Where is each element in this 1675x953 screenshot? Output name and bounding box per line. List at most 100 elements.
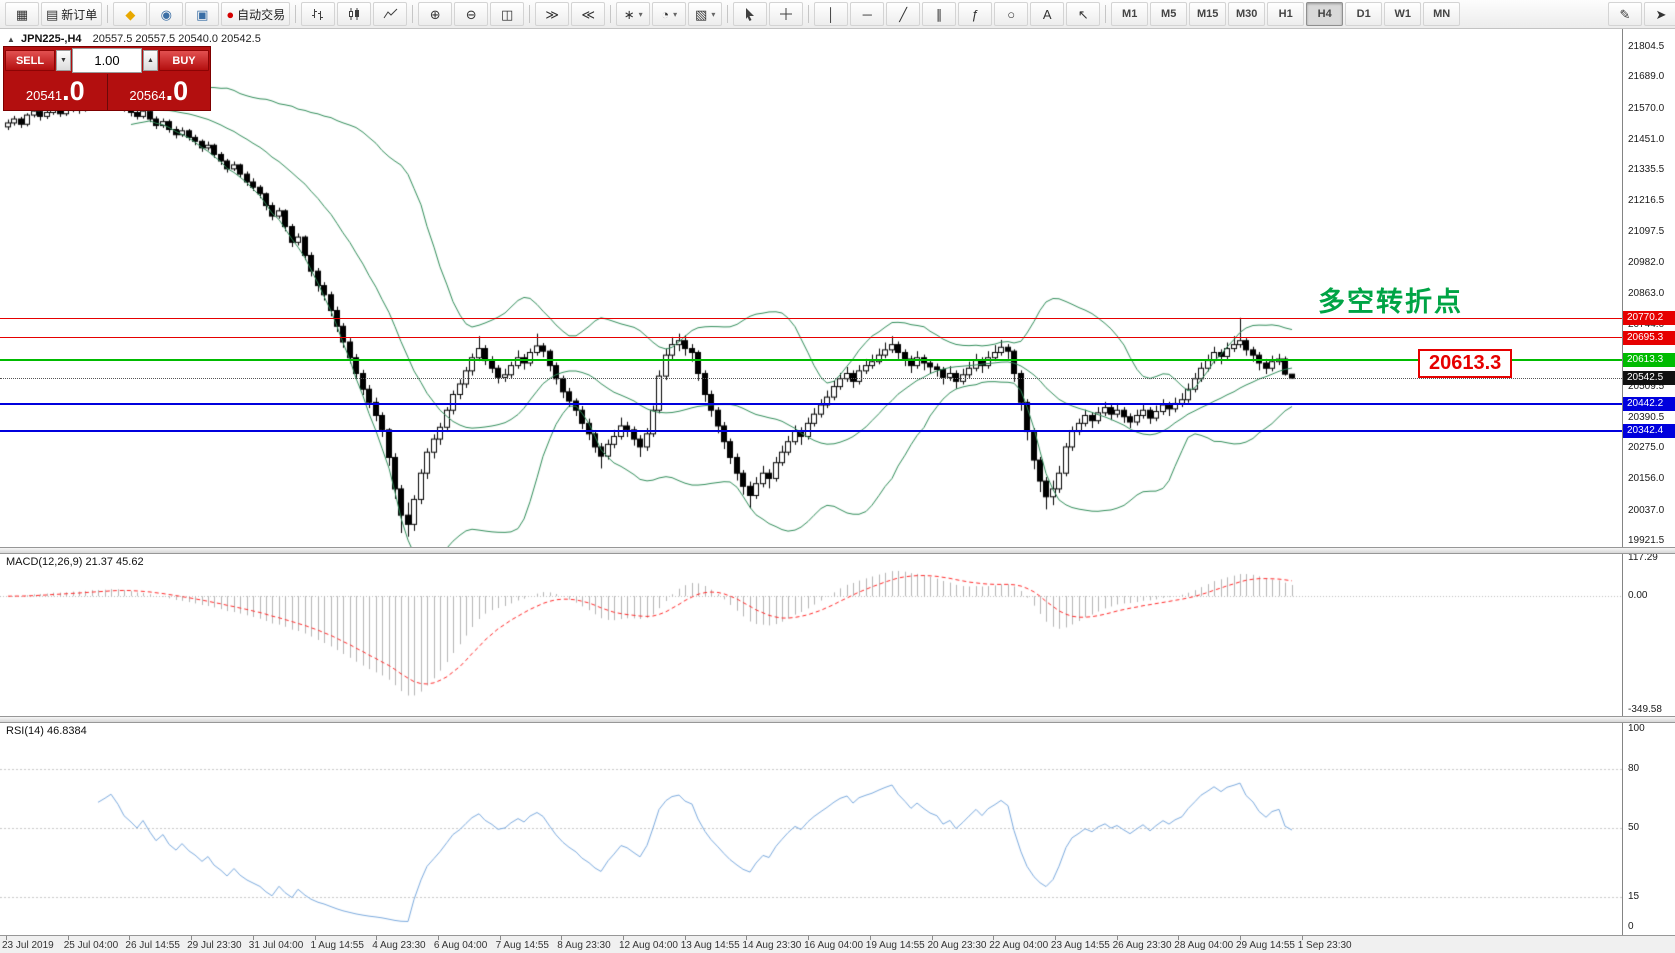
time-axis-tick bbox=[67, 936, 69, 940]
text-button[interactable]: A bbox=[1030, 2, 1065, 26]
main-toolbar: ▦ ▤ 新订单 ◆ ◉ ▣ ● 自动交易 ⊕ ⊖ ◫ ≫ ≪ ∗ ▾ ◔ ▾ ▧ ▾ │ ─ ╱ ∥ ƒ ○ A ↖ M1 M5 M15 M… bbox=[0, 0, 1675, 29]
equidistant-channel-button[interactable]: ∥ bbox=[922, 2, 957, 26]
toolbar-right-group: ✎ ➤ bbox=[1607, 2, 1675, 26]
price-axis-label: 21335.5 bbox=[1628, 164, 1665, 176]
fibonacci-button[interactable]: ƒ bbox=[958, 2, 993, 26]
cursor-button[interactable] bbox=[733, 2, 768, 26]
timeframe-mn[interactable]: MN bbox=[1423, 2, 1461, 26]
timeframe-w1[interactable]: W1 bbox=[1384, 2, 1422, 26]
crosshair-button[interactable] bbox=[769, 2, 804, 26]
terminal-button[interactable]: ▣ bbox=[185, 2, 220, 26]
time-axis-label: 29 Aug 14:55 bbox=[1236, 940, 1295, 951]
timeframe-m30[interactable]: M30 bbox=[1228, 2, 1266, 26]
time-axis-tick bbox=[6, 936, 7, 940]
collapse-icon[interactable]: ▲ bbox=[7, 35, 15, 44]
buy-button[interactable]: BUY bbox=[159, 50, 209, 71]
bar-chart-button[interactable] bbox=[301, 2, 336, 26]
autotrading-button[interactable]: ● 自动交易 bbox=[221, 2, 291, 26]
timeframe-m15[interactable]: M15 bbox=[1189, 2, 1227, 26]
level-price-badge: 20613.3 bbox=[1623, 352, 1675, 367]
panel-divider[interactable] bbox=[0, 547, 1675, 554]
time-axis-tick bbox=[561, 936, 563, 940]
sell-button[interactable]: SELL bbox=[5, 50, 55, 71]
timeframe-m5[interactable]: M5 bbox=[1150, 2, 1188, 26]
new-chart-button[interactable]: ▦ bbox=[5, 2, 39, 26]
time-scale[interactable]: 23 Jul 2019 25 Jul 04:00 26 Jul 14:55 29 Ju… bbox=[0, 935, 1675, 953]
price-callout[interactable]: 20613.3 bbox=[1418, 349, 1513, 378]
timeframe-d1[interactable]: D1 bbox=[1345, 2, 1383, 26]
time-axis-label: 29 Jul 23:30 bbox=[187, 940, 242, 951]
auto-scroll-button[interactable]: ≫ bbox=[535, 2, 570, 26]
bar-chart-icon bbox=[311, 7, 326, 21]
terminal-icon: ▣ bbox=[196, 6, 209, 22]
time-axis-tick bbox=[808, 936, 810, 940]
candlestick-chart-icon bbox=[347, 7, 362, 21]
new-chart-icon: ▦ bbox=[15, 6, 29, 22]
toolbar-separator bbox=[1105, 5, 1107, 23]
buy-price-pips: .0 bbox=[165, 76, 189, 106]
text-icon: A bbox=[1042, 6, 1052, 22]
chart-shift-button[interactable]: ≪ bbox=[571, 2, 606, 26]
rsi-panel-canvas[interactable] bbox=[0, 721, 1622, 935]
timeframe-h4[interactable]: H4 bbox=[1306, 2, 1344, 26]
price-scale-border bbox=[1622, 28, 1623, 935]
volume-decrease-button[interactable]: ▼ bbox=[56, 50, 71, 71]
turning-point-annotation[interactable]: 多空转折点 bbox=[1318, 287, 1463, 317]
zoom-in-button[interactable]: ⊕ bbox=[418, 2, 453, 26]
volume-input[interactable] bbox=[72, 48, 142, 73]
time-axis-label: 20 Aug 23:30 bbox=[927, 940, 987, 951]
pointer-button[interactable]: ➤ bbox=[1644, 2, 1675, 26]
time-axis-tick bbox=[746, 936, 748, 940]
price-axis-label: 21804.5 bbox=[1628, 41, 1665, 52]
main-chart-canvas[interactable] bbox=[0, 28, 1622, 547]
time-axis-tick bbox=[1116, 936, 1118, 940]
candlestick-chart-button[interactable] bbox=[337, 2, 372, 26]
shapes-button[interactable]: ○ bbox=[994, 2, 1029, 26]
time-axis-label: 25 Jul 04:00 bbox=[63, 940, 119, 951]
sell-price-pips: .0 bbox=[62, 76, 85, 106]
market-watch-button[interactable]: ◉ bbox=[149, 2, 184, 26]
time-axis-tick bbox=[623, 936, 624, 940]
volume-increase-button[interactable]: ▲ bbox=[143, 50, 158, 71]
price-axis-label: 20037.0 bbox=[1628, 504, 1665, 516]
chart-symbol-header: ▲ JPN225-,H4 20557.5 20557.5 20540.0 205… bbox=[7, 33, 261, 45]
trade-panel-prices: 20541.0 20564.0 bbox=[4, 74, 210, 110]
toolbar-separator bbox=[529, 5, 531, 23]
price-axis-label: 20509.5 bbox=[1628, 380, 1665, 392]
periods-button[interactable]: ◔ ▾ bbox=[652, 2, 687, 26]
macd-indicator-label: MACD(12,26,9) 21.37 45.62 bbox=[6, 556, 144, 568]
sell-price-display[interactable]: 20541.0 bbox=[4, 74, 107, 110]
chart-shift-icon: ≪ bbox=[581, 6, 595, 22]
trendline-button[interactable]: ╱ bbox=[886, 2, 921, 26]
time-axis-label: 26 Jul 14:55 bbox=[125, 940, 180, 951]
new-order-button[interactable]: ▤ 新订单 bbox=[41, 2, 103, 26]
macd-panel-canvas[interactable] bbox=[0, 552, 1622, 716]
vertical-line-button[interactable]: │ bbox=[814, 2, 849, 26]
indicators-button[interactable]: ∗ ▾ bbox=[616, 2, 651, 26]
current-price-badge: 20542.5 bbox=[1623, 371, 1675, 386]
time-axis-tick bbox=[314, 936, 316, 940]
price-axis-label: 19921.5 bbox=[1628, 535, 1665, 546]
time-axis-label: 28 Aug 04:00 bbox=[1174, 940, 1234, 951]
metaeditor-button[interactable]: ◆ bbox=[113, 2, 148, 26]
time-axis-label: 13 Aug 14:55 bbox=[680, 940, 740, 951]
tile-windows-button[interactable]: ◫ bbox=[490, 2, 525, 26]
time-axis-label: 8 Aug 23:30 bbox=[557, 940, 611, 951]
arrows-button[interactable]: ↖ bbox=[1066, 2, 1101, 26]
horizontal-line-button[interactable]: ─ bbox=[850, 2, 885, 26]
line-chart-button[interactable] bbox=[373, 2, 408, 26]
horizontal-line-icon: ─ bbox=[862, 6, 872, 22]
buy-price-display[interactable]: 20564.0 bbox=[106, 74, 211, 110]
time-axis-tick bbox=[252, 936, 254, 940]
timeframe-m1[interactable]: M1 bbox=[1111, 2, 1149, 26]
modify-button[interactable]: ✎ bbox=[1608, 2, 1642, 26]
time-axis-tick bbox=[499, 936, 501, 940]
price-axis-label: 20744.0 bbox=[1628, 319, 1665, 331]
zoom-out-button[interactable]: ⊖ bbox=[454, 2, 489, 26]
timeframe-h1[interactable]: H1 bbox=[1267, 2, 1305, 26]
toolbar-separator bbox=[107, 5, 109, 23]
time-axis-label: 22 Aug 04:00 bbox=[989, 940, 1049, 951]
templates-button[interactable]: ▧ ▾ bbox=[688, 2, 723, 26]
panel-divider[interactable] bbox=[0, 716, 1675, 723]
rsi-scale-label: 0 bbox=[1628, 921, 1634, 932]
